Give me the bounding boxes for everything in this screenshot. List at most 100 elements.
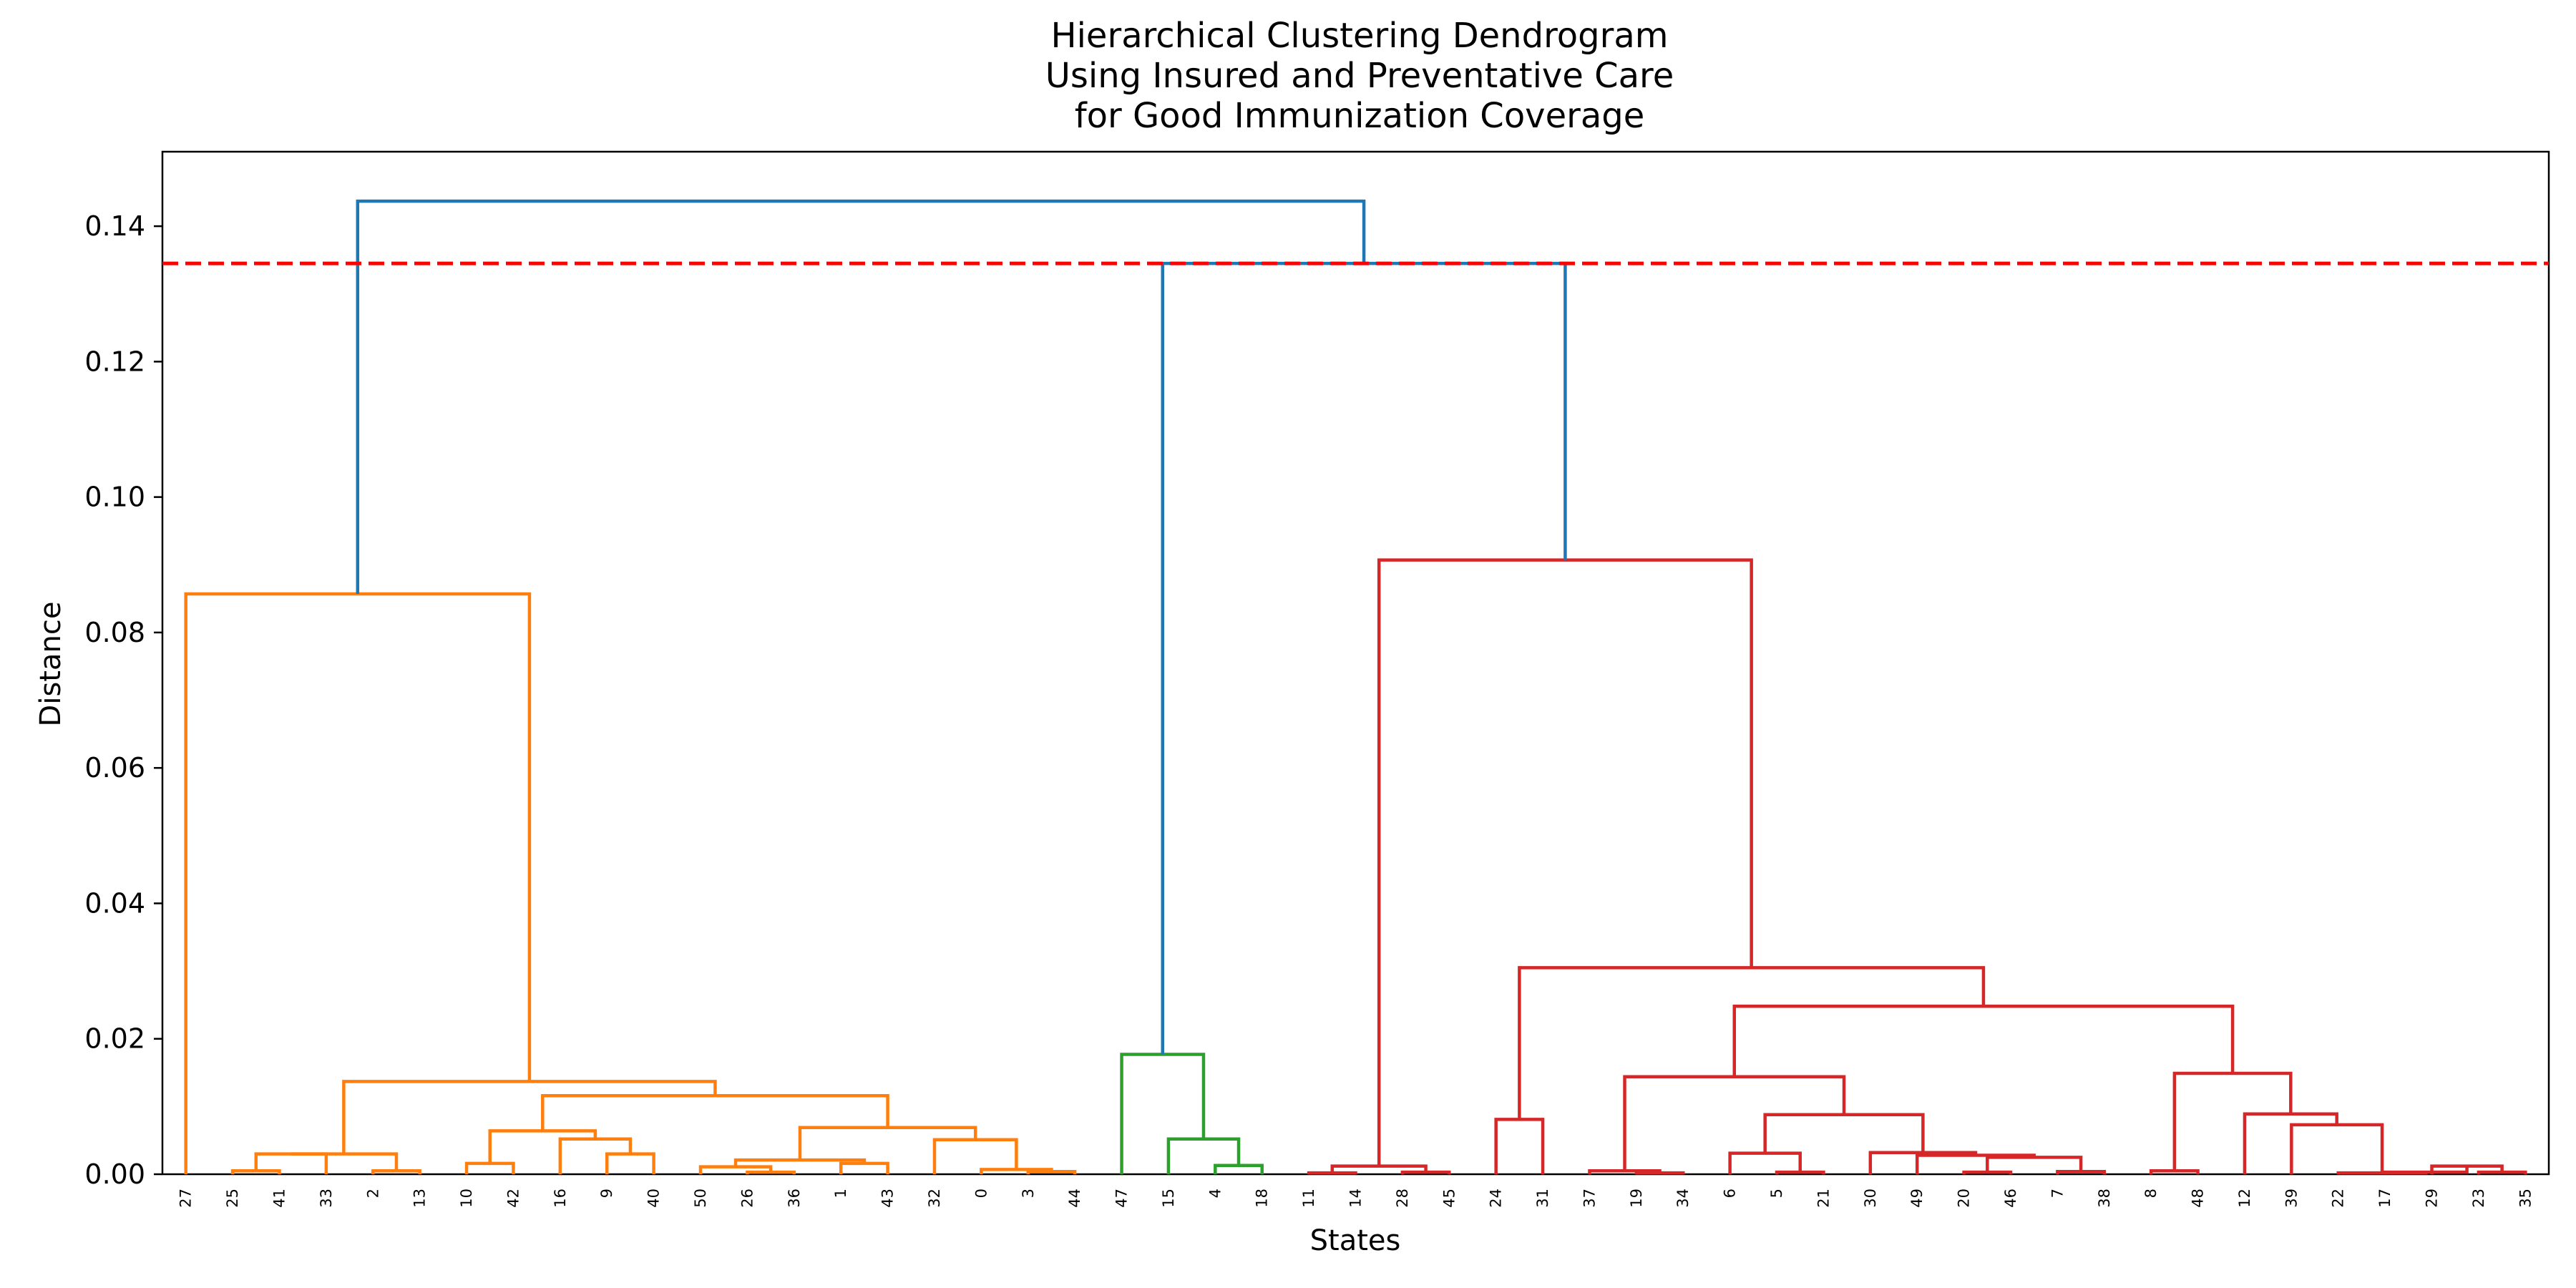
leaf-label: 43 [879, 1189, 897, 1208]
leaf-label: 46 [2002, 1189, 2019, 1208]
leaf-label: 38 [2096, 1189, 2113, 1208]
dendrogram-link-19 [184, 592, 532, 1174]
leaf-label: 48 [2190, 1189, 2207, 1208]
x-axis: 27 25 41 33 2 13 10 42 16 9 40 50 26 36 1 43 32 0 3 44 47 15 4… [177, 1189, 2534, 1208]
dendrogram-link-18 [342, 1080, 717, 1154]
dendrogram-link-3 [371, 1169, 421, 1174]
leaf-label: 40 [645, 1189, 663, 1208]
leaf-label: 2 [364, 1189, 381, 1198]
dendrogram-link-35 [1868, 1151, 1978, 1174]
leaf-label: 32 [926, 1189, 943, 1208]
leaf-label: 0 [972, 1189, 990, 1198]
dendrogram-link-20 [1214, 1163, 1264, 1174]
dendrogram-link-27 [1634, 1171, 1685, 1175]
leaf-label: 28 [1394, 1189, 1411, 1208]
leaf-label: 9 [598, 1189, 615, 1198]
leaf-label: 20 [1956, 1189, 1973, 1208]
dendrogram-link-23 [1307, 1171, 1357, 1175]
leaf-label: 29 [2424, 1189, 2441, 1208]
leaf-label: 33 [318, 1189, 335, 1208]
leaf-label: 16 [552, 1189, 569, 1208]
dendrogram-link-48 [1377, 558, 1753, 1166]
y-axis: 0.00 0.02 0.04 0.06 0.08 0.10 0.12 0.14 [84, 210, 162, 1190]
dendrogram-link-21 [1166, 1137, 1241, 1174]
dendrogram-link-49 [1161, 261, 1567, 1055]
leaf-label: 37 [1581, 1189, 1598, 1208]
y-tick-label: 0.14 [84, 210, 145, 242]
chart-title: Hierarchical Clustering Dendrogram Using… [0, 16, 2576, 136]
leaf-label: 19 [1628, 1189, 1645, 1208]
y-tick-label: 0.06 [84, 752, 145, 784]
dendrogram-link-42 [2336, 1171, 2428, 1175]
leaf-label: 39 [2283, 1189, 2300, 1208]
dendrogram-link-8 [488, 1129, 597, 1163]
y-tick-label: 0.00 [84, 1158, 145, 1190]
dendrogram-link-15 [932, 1138, 1018, 1174]
leaf-label: 14 [1347, 1189, 1365, 1208]
leaf-label: 50 [692, 1189, 709, 1208]
leaf-label: 30 [1862, 1189, 1879, 1208]
leaf-label: 3 [1020, 1189, 1037, 1198]
leaf-label: 25 [224, 1189, 241, 1208]
leaf-label: 18 [1254, 1189, 1271, 1208]
leaf-label: 22 [2330, 1189, 2347, 1208]
dendrogram-link-16 [798, 1126, 977, 1161]
dendrogram-link-17 [541, 1093, 889, 1131]
leaf-label: 13 [411, 1189, 429, 1208]
dendrogram-link-37 [1623, 1075, 1846, 1171]
leaf-label: 17 [2376, 1189, 2394, 1208]
leaf-label: 4 [1206, 1189, 1224, 1198]
leaf-label: 36 [786, 1189, 803, 1208]
y-axis-label: Distance [34, 602, 67, 727]
x-axis-label: States [1310, 1224, 1401, 1257]
leaf-label: 44 [1066, 1189, 1083, 1208]
dendrogram-link-28 [1588, 1169, 1662, 1174]
dendrogram-links [184, 199, 2527, 1175]
leaf-label: 7 [2049, 1189, 2066, 1198]
dendrogram-link-6 [605, 1152, 655, 1174]
dendrogram-link-14 [980, 1168, 1053, 1174]
leaf-label: 26 [738, 1189, 756, 1208]
chart-title-line-2: Using Insured and Preventative Care [1045, 56, 1674, 96]
leaf-label: 12 [2236, 1189, 2253, 1208]
leaf-label: 8 [2142, 1189, 2160, 1198]
dendrogram-link-26 [1494, 1118, 1545, 1174]
y-tick-label: 0.10 [84, 482, 145, 513]
y-tick-label: 0.12 [84, 346, 145, 377]
dendrogram-link-40 [2430, 1164, 2504, 1174]
leaf-label: 6 [1722, 1189, 1739, 1198]
leaf-label: 11 [1300, 1189, 1317, 1208]
leaf-label: 34 [1674, 1189, 1692, 1208]
leaf-label: 45 [1440, 1189, 1458, 1208]
leaf-label: 21 [1815, 1189, 1832, 1208]
leaf-label: 41 [270, 1189, 288, 1208]
dendrogram-link-45 [2172, 1071, 2293, 1171]
leaf-label: 23 [2470, 1189, 2487, 1208]
leaf-label: 27 [177, 1189, 195, 1208]
leaf-label: 1 [832, 1189, 849, 1198]
leaf-label: 31 [1534, 1189, 1551, 1208]
dendrogram-link-47 [1518, 966, 1986, 1120]
dendrogram-link-50 [356, 199, 1366, 594]
leaf-label: 24 [1488, 1189, 1505, 1208]
dendrogram-link-4 [291, 1152, 399, 1171]
y-tick-label: 0.02 [84, 1023, 145, 1055]
dendrogram-link-38 [2149, 1169, 2200, 1174]
leaf-label: 47 [1113, 1189, 1131, 1208]
dendrogram-link-5 [464, 1161, 515, 1174]
dendrogram-link-46 [1732, 1005, 2235, 1077]
leaf-label: 15 [1160, 1189, 1177, 1208]
leaf-label: 49 [1908, 1189, 1926, 1208]
dendrogram-link-22 [1120, 1053, 1206, 1174]
chart-title-line-1: Hierarchical Clustering Dendrogram [1050, 16, 1669, 56]
dendrogram-link-1 [230, 1169, 281, 1174]
dendrogram-link-11 [839, 1161, 889, 1174]
dendrogram-link-43 [2290, 1123, 2384, 1174]
y-tick-label: 0.08 [84, 617, 145, 648]
chart-title-line-3: for Good Immunization Coverage [1074, 96, 1645, 136]
dendrogram-link-7 [558, 1137, 633, 1174]
dendrogram-link-36 [1763, 1113, 1925, 1153]
leaf-label: 42 [504, 1189, 522, 1208]
plot-area-frame [161, 150, 2550, 1176]
